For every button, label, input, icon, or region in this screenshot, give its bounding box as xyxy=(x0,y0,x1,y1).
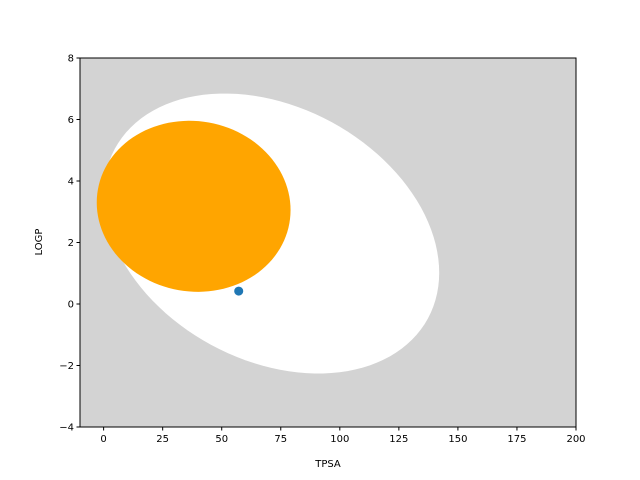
x-tick-label: 150 xyxy=(448,434,467,445)
y-tick-label: 4 xyxy=(68,177,74,188)
x-tick-label: 75 xyxy=(274,434,287,445)
y-tick-label: 8 xyxy=(68,54,74,65)
y-tick-label: −2 xyxy=(59,361,74,372)
x-tick-label: 25 xyxy=(156,434,169,445)
x-tick-label: 0 xyxy=(100,434,106,445)
y-tick-label: 6 xyxy=(68,115,74,126)
y-axis-label: LOGP xyxy=(34,229,45,256)
y-tick-label: 2 xyxy=(68,238,74,249)
x-axis-label: TPSA xyxy=(314,459,341,470)
x-tick-label: 125 xyxy=(389,434,408,445)
x-tick-label: 50 xyxy=(215,434,228,445)
ellipse xyxy=(96,120,291,292)
point xyxy=(234,286,244,296)
x-tick-label: 200 xyxy=(566,434,585,445)
x-tick-label: 175 xyxy=(507,434,526,445)
y-tick-label: −4 xyxy=(59,423,74,434)
y-tick-label: 0 xyxy=(68,300,74,311)
x-tick-label: 100 xyxy=(330,434,349,445)
